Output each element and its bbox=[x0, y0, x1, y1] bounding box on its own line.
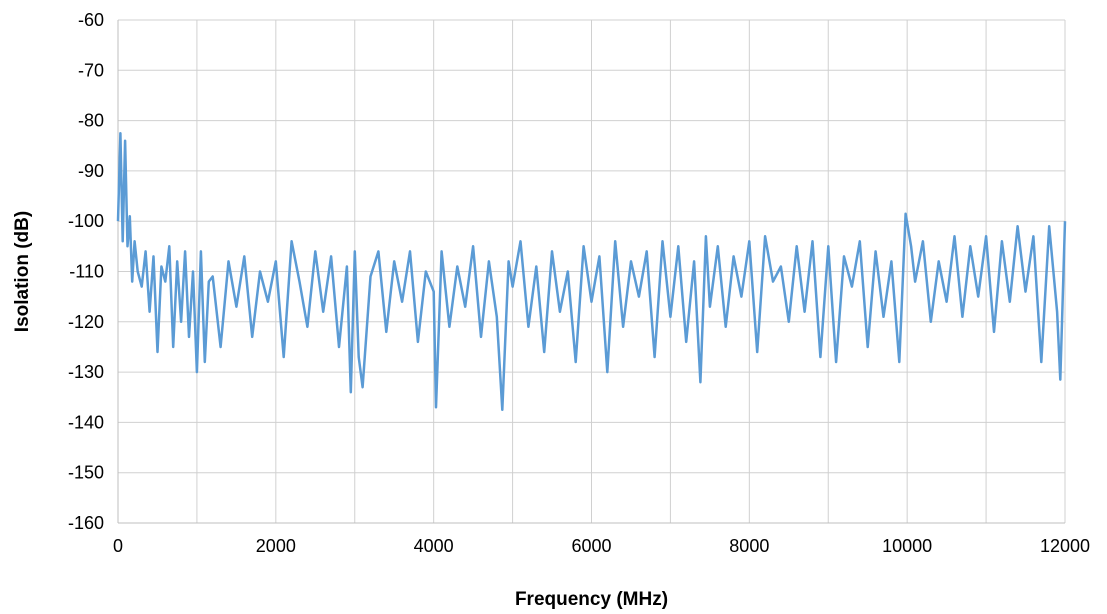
x-tick-label: 2000 bbox=[256, 536, 296, 556]
y-tick-label: -60 bbox=[78, 10, 104, 30]
y-tick-label: -90 bbox=[78, 161, 104, 181]
y-tick-label: -130 bbox=[68, 362, 104, 382]
x-tick-label: 0 bbox=[113, 536, 123, 556]
y-tick-label: -70 bbox=[78, 60, 104, 80]
x-tick-label: 8000 bbox=[729, 536, 769, 556]
y-tick-label: -100 bbox=[68, 211, 104, 231]
y-tick-label: -150 bbox=[68, 463, 104, 483]
isolation-series-line bbox=[116, 131, 1067, 412]
x-tick-label: 12000 bbox=[1040, 536, 1090, 556]
y-tick-label: -120 bbox=[68, 312, 104, 332]
y-tick-label: -160 bbox=[68, 513, 104, 533]
series-layer bbox=[116, 131, 1067, 412]
y-tick-label: -140 bbox=[68, 412, 104, 432]
y-tick-label: -110 bbox=[69, 262, 104, 282]
y-tick-label: -80 bbox=[78, 111, 104, 131]
x-tick-label: 6000 bbox=[571, 536, 611, 556]
y-axis-title: Isolation (dB) bbox=[12, 211, 33, 332]
x-axis-title: Frequency (MHz) bbox=[515, 589, 668, 610]
x-tick-label: 4000 bbox=[414, 536, 454, 556]
tick-labels: -60 -70 -80 -90 -100 -110 -120 -130 -140 -150 -160… bbox=[68, 10, 1090, 556]
x-tick-label: 10000 bbox=[882, 536, 932, 556]
